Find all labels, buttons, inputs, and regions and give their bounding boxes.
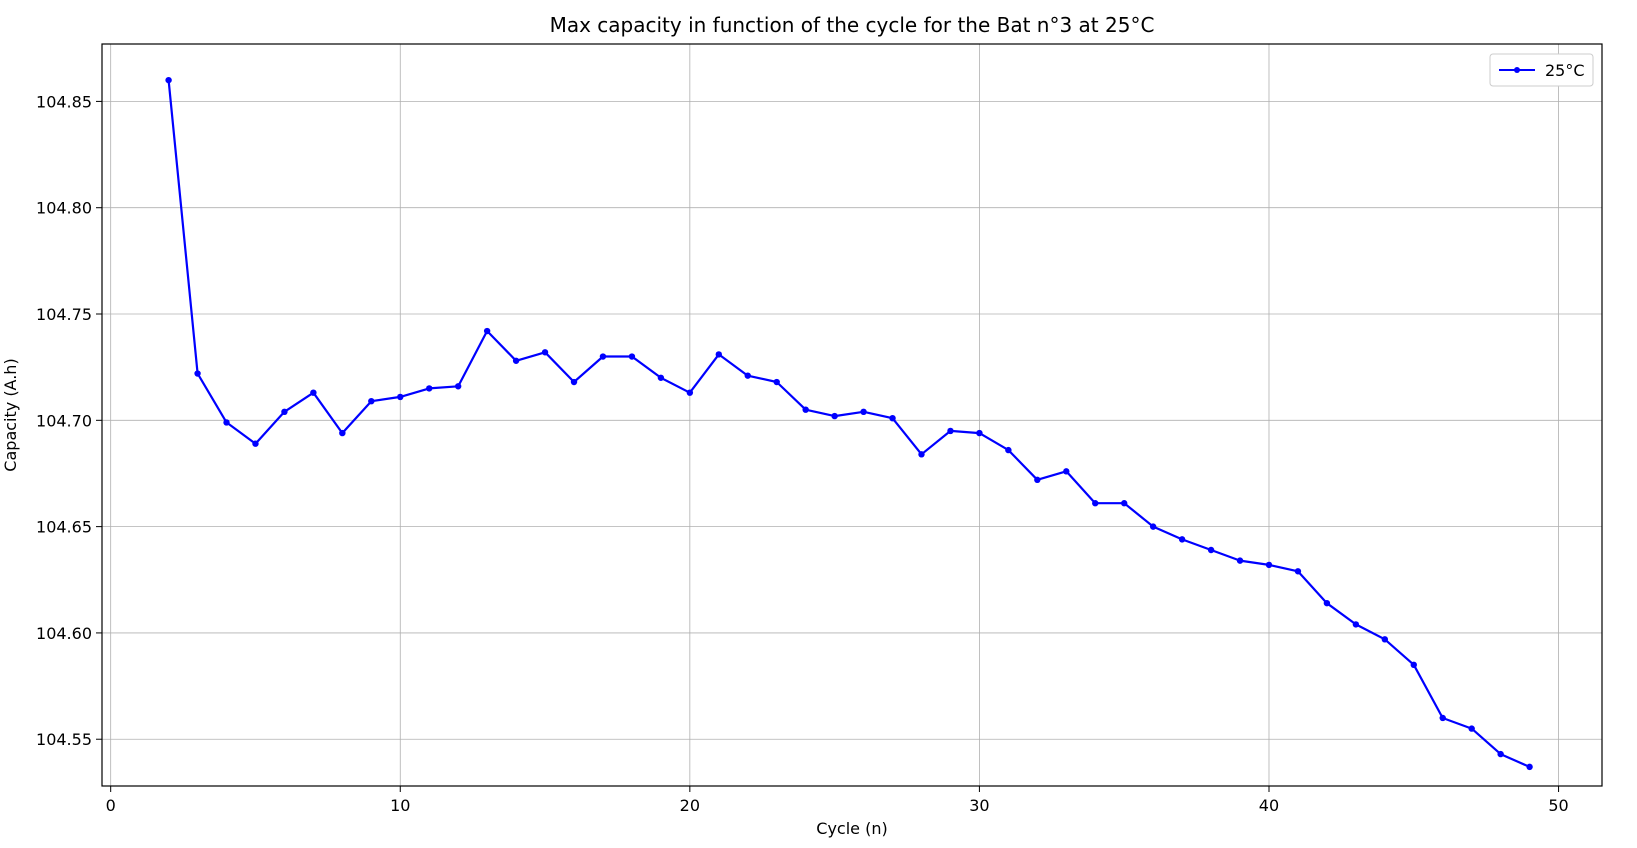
data-point	[1005, 446, 1012, 454]
data-point	[397, 393, 404, 401]
x-axis: 0 10 20 30 40 50	[106, 786, 1569, 815]
data-point	[512, 357, 520, 364]
y-tick-label: 104.70	[36, 411, 92, 430]
y-tick-label: 104.55	[36, 730, 92, 749]
grid-lines	[102, 44, 1602, 786]
series-layer	[165, 76, 1533, 771]
data-point	[860, 408, 867, 416]
data-point	[1497, 750, 1504, 758]
data-point	[715, 351, 722, 358]
data-point	[570, 378, 578, 386]
x-tick-label: 0	[106, 796, 116, 815]
legend-marker	[1514, 67, 1520, 73]
legend: 25°C	[1489, 53, 1594, 87]
data-point	[281, 408, 288, 416]
data-point	[976, 429, 983, 437]
chart-title: Max capacity in function of the cycle fo…	[550, 13, 1155, 37]
data-point	[194, 370, 201, 377]
data-point	[686, 389, 694, 396]
x-tick-label: 40	[1259, 796, 1279, 815]
y-tick-label: 104.60	[36, 624, 92, 643]
data-point	[918, 451, 925, 458]
x-tick-label: 10	[390, 796, 410, 815]
data-point	[1468, 725, 1475, 732]
data-point	[657, 374, 665, 381]
data-point	[744, 372, 751, 379]
data-point	[1294, 568, 1302, 575]
data-point	[1323, 599, 1331, 607]
data-point	[1236, 557, 1244, 564]
data-point	[339, 429, 346, 437]
data-point	[454, 383, 462, 390]
data-point	[1381, 636, 1389, 643]
data-point	[1265, 561, 1273, 569]
data-point	[252, 440, 259, 447]
data-point	[165, 76, 172, 84]
data-point	[1410, 661, 1417, 669]
data-point	[483, 327, 491, 335]
data-point	[1034, 476, 1041, 484]
legend-label: 25°C	[1545, 61, 1585, 80]
data-point	[1439, 714, 1446, 722]
data-point	[773, 378, 780, 386]
data-point	[831, 412, 838, 420]
data-point	[1178, 536, 1186, 543]
data-point	[947, 427, 954, 435]
y-tick-label: 104.65	[36, 518, 92, 537]
x-tick-label: 30	[969, 796, 989, 815]
x-tick-label: 50	[1548, 796, 1568, 815]
x-axis-label: Cycle (n)	[816, 819, 887, 838]
data-point	[1092, 500, 1099, 507]
data-point	[889, 414, 896, 422]
data-point	[426, 385, 433, 392]
data-point	[1063, 468, 1070, 475]
plot-frame	[101, 43, 1603, 787]
y-tick-label: 104.75	[36, 305, 92, 324]
y-axis-label: Capacity (A.h)	[1, 358, 20, 471]
y-axis: 104.55 104.60 104.65 104.70 104.75 104.80 104.…	[36, 92, 102, 749]
data-point	[1207, 546, 1215, 554]
legend-box	[1489, 53, 1594, 87]
data-point	[802, 406, 809, 413]
data-point	[628, 353, 636, 360]
data-point	[1149, 523, 1157, 530]
data-point	[310, 389, 317, 396]
x-tick-label: 20	[680, 796, 700, 815]
data-point	[368, 397, 375, 405]
data-point	[1121, 500, 1128, 507]
series-line	[167, 79, 1531, 768]
data-point	[1526, 763, 1533, 771]
data-point	[599, 353, 607, 360]
data-point	[1352, 621, 1360, 628]
data-point	[541, 349, 549, 356]
y-tick-label: 104.85	[36, 92, 92, 111]
data-point	[223, 419, 230, 426]
y-tick-label: 104.80	[36, 199, 92, 218]
